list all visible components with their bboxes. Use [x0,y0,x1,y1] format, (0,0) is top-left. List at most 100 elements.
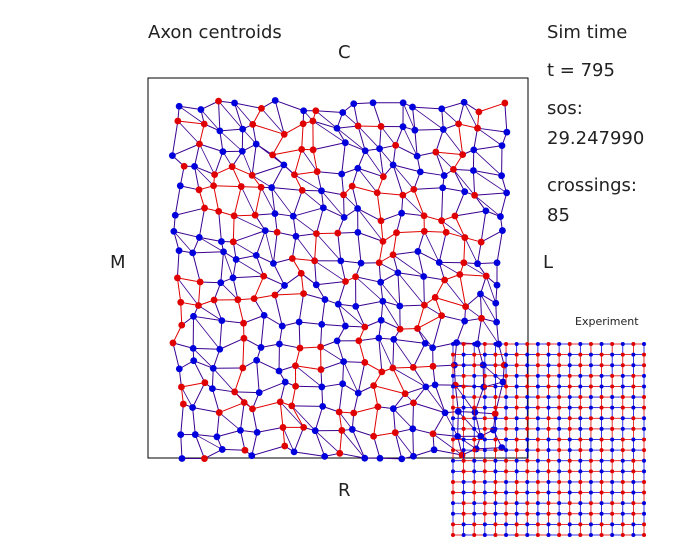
lattice-edge [417,231,425,252]
red-node [355,337,363,345]
lattice-edge [453,169,475,196]
inset-red-node [567,458,572,463]
inset-blue-node [631,522,636,527]
lattice-edge [274,294,283,327]
inset-red-node [504,373,509,378]
inset-red-node [620,533,625,537]
inset-blue-node [610,522,615,527]
red-node [442,228,450,236]
inset-blue-node [514,416,519,421]
inset-red-node [451,352,455,357]
red-node [258,104,265,112]
red-node [211,171,219,179]
lattice-edge [194,143,200,167]
lattice-edge [314,260,317,285]
lattice-edge [298,293,305,323]
red-node [298,145,306,153]
lattice-edge [236,254,257,260]
lattice-edge [313,142,346,151]
lattice-edge [293,427,305,453]
lattice-edge [378,337,383,372]
lattice-edge [435,296,466,308]
inset-red-node [588,373,593,378]
inset-red-node [620,448,625,453]
inset-red-node [493,533,498,537]
inset-blue-node [567,533,572,537]
lattice-edge [401,212,425,217]
lattice-edge [251,445,285,457]
lattice-edge [312,149,318,172]
inset-title: Experiment [575,315,639,328]
red-node [299,120,307,128]
blue-node [218,446,226,453]
blue-node [271,210,279,218]
lattice-edge [376,192,382,221]
axis-label-right: L [543,252,554,273]
lattice-edge [234,391,260,394]
plot-frame [147,77,529,459]
inset-red-node [546,342,551,346]
lattice-edge [274,293,304,296]
lattice-edge [394,432,414,457]
lattice-edge [198,123,205,145]
inset-blue-node [599,416,604,421]
lattice-edge [213,185,220,212]
inset-red-node [514,405,519,410]
red-node [257,183,265,191]
inset-red-node [504,511,509,516]
inset-blue-node [588,395,593,400]
red-node [248,171,256,179]
lattice-edge [192,382,206,408]
red-node [195,302,202,309]
lattice-edge [235,259,264,277]
blue-node [379,297,387,305]
lattice-edge [294,171,318,176]
inset-blue-node [535,458,540,463]
blue-node [341,139,349,147]
inset-blue-node [557,458,562,463]
inset-blue-node [578,373,583,378]
inset-red-node [588,511,593,516]
blue-node [189,404,197,411]
lattice-edge [454,215,466,238]
red-node [334,229,342,237]
inset-blue-node [525,533,530,537]
inset-red-node [535,352,540,357]
blue-node [300,107,308,115]
blue-node [348,426,356,433]
lattice-edge [444,279,466,307]
blue-node [270,259,277,267]
inset-red-node [504,416,509,421]
inset-red-node [472,363,477,368]
red-node [234,296,242,304]
red-node [195,186,203,194]
red-node [432,148,440,156]
inset-red-node [504,458,509,463]
red-node [228,163,236,171]
red-node [231,388,239,396]
inset-blue-node [504,395,509,400]
lattice-edge [213,299,223,321]
red-node [296,344,304,352]
lattice-edge [284,272,302,286]
red-node [459,151,467,159]
inset-blue-node [588,448,593,453]
lattice-edge [176,277,182,303]
red-node [201,455,208,462]
inset-red-node [451,490,455,495]
lattice-edge [343,361,365,363]
lattice-edge [232,277,239,300]
lattice-edge [256,360,260,393]
lattice-edge [177,277,199,306]
red-node [215,409,223,416]
lattice-edge [192,251,224,254]
lattice-edge [272,148,302,156]
red-node [239,364,247,372]
red-node [241,446,249,454]
lattice-edge [432,315,443,348]
inset-blue-node [451,416,455,421]
inset-red-node [620,395,625,400]
inset-blue-node [482,437,487,442]
red-node [455,120,462,128]
inset-blue-node [482,522,487,527]
